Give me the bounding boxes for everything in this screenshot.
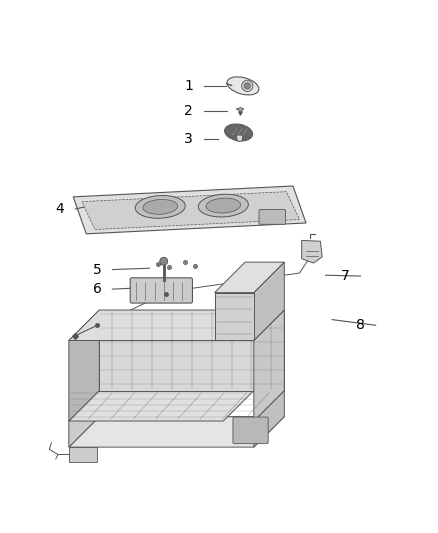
Polygon shape: [302, 240, 322, 263]
Polygon shape: [254, 310, 284, 421]
Polygon shape: [69, 447, 97, 462]
Ellipse shape: [225, 124, 253, 141]
Polygon shape: [69, 391, 99, 447]
Text: 7: 7: [341, 269, 350, 283]
Text: 4: 4: [56, 202, 64, 216]
Polygon shape: [237, 135, 243, 141]
Ellipse shape: [244, 83, 251, 89]
Polygon shape: [254, 262, 284, 341]
Ellipse shape: [160, 257, 168, 265]
Polygon shape: [254, 391, 284, 447]
Polygon shape: [99, 310, 284, 391]
Text: 8: 8: [356, 318, 365, 332]
Text: 6: 6: [93, 282, 102, 296]
Text: 2: 2: [184, 104, 193, 118]
Polygon shape: [215, 262, 284, 293]
Polygon shape: [69, 310, 99, 421]
Ellipse shape: [135, 196, 185, 218]
Text: 3: 3: [184, 132, 193, 146]
Text: 5: 5: [93, 263, 102, 277]
FancyBboxPatch shape: [259, 209, 286, 224]
Text: 1: 1: [184, 79, 193, 93]
FancyBboxPatch shape: [130, 278, 192, 303]
Polygon shape: [73, 186, 306, 234]
Ellipse shape: [198, 194, 248, 217]
Ellipse shape: [206, 198, 241, 213]
Ellipse shape: [242, 80, 253, 92]
Ellipse shape: [227, 77, 259, 95]
Polygon shape: [82, 192, 300, 230]
Ellipse shape: [143, 199, 178, 214]
Polygon shape: [69, 310, 284, 341]
FancyBboxPatch shape: [233, 417, 268, 443]
Polygon shape: [69, 391, 254, 421]
Polygon shape: [215, 293, 254, 341]
Polygon shape: [69, 417, 284, 447]
